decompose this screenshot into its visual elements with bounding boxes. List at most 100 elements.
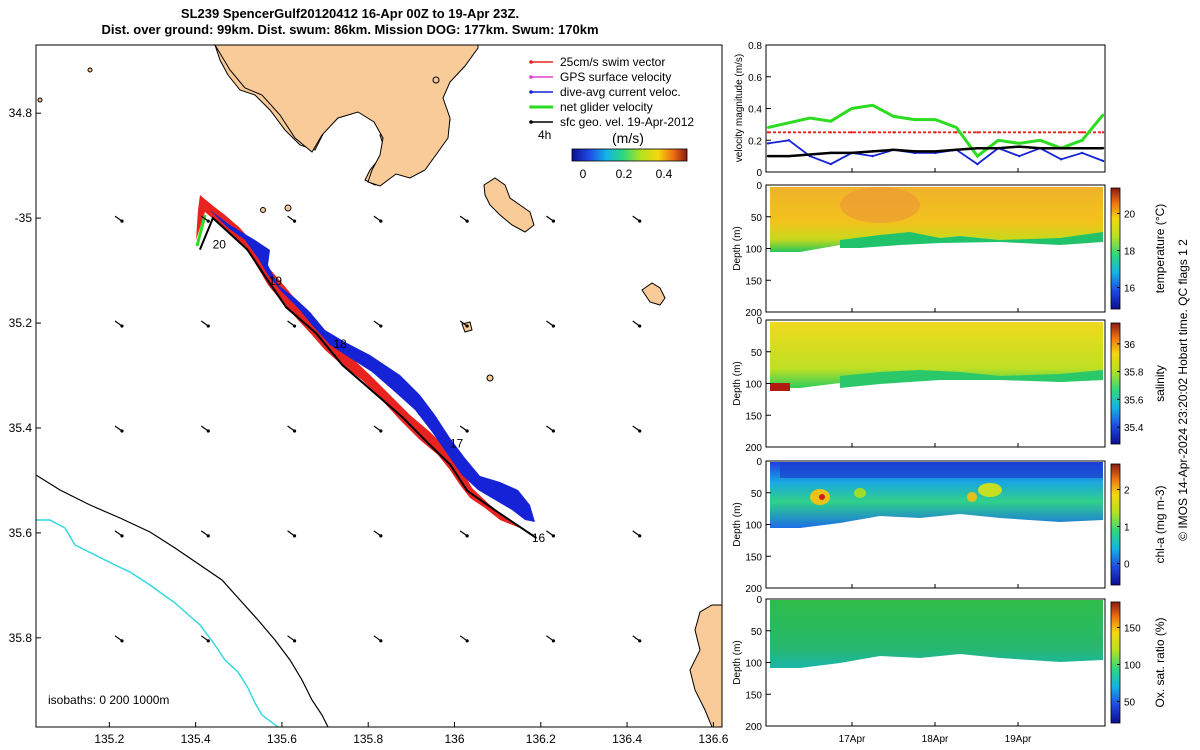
colorbar-tick-label: 16 [1124,284,1136,295]
map-ytick-label: 35.6 [9,526,33,540]
colorbar-tick-1: 0.2 [616,167,633,181]
velocity-point [766,154,770,158]
depth-tick-label: 0 [756,316,762,327]
geo-arrow-head [206,534,210,538]
geo-arrow-head [379,429,383,433]
net-glider-velocity-arrow [195,214,207,247]
geo-arrow-head [379,324,383,328]
depth-tick-label: 0 [756,595,762,606]
colorbar-tick-label: 18 [1124,247,1136,258]
velocity-point [934,131,937,134]
speed-colorbar [571,148,688,162]
depth-tick-label: 0 [756,181,762,192]
map-xtick-label: 136.6 [698,732,728,746]
map-frame [35,44,723,728]
velocity-point [787,139,791,142]
velocity-ytick-label: 0.6 [748,73,762,84]
depth-tick-label: 50 [751,348,763,359]
geo-arrow-head [465,324,469,328]
isobaths-label: isobaths: 0 200 1000m [48,693,169,707]
colorbar-tick-label: 35.4 [1124,423,1144,434]
depth-tick-label: 200 [745,443,762,454]
geo-arrow-head [379,534,383,538]
temperature-colorbar-label: temperature (°C) [1153,204,1167,294]
geo-arrow-head [120,639,124,643]
day-label: 18 [333,337,347,351]
geo-arrow-head [206,324,210,328]
islet-4 [486,374,494,382]
geo-arrow-head [292,429,297,433]
map-ytick-label: 35.2 [9,316,33,330]
chlorophyll-panel [765,460,1106,589]
velocity-point [976,154,979,158]
map-ytick-label: -35 [15,211,33,225]
velocity-point [976,162,979,166]
legend-swatch-head [529,105,533,109]
velocity-point [1101,113,1105,117]
velocity-point [808,153,812,156]
legend-label: 25cm/s swim vector [560,55,665,69]
velocity-point [913,118,916,121]
chlorophyll-surface-layer [780,462,1103,478]
velocity-point [976,131,979,134]
islet-6 [37,97,43,103]
velocity-y-axis: 0 0.2 0.4 0.6 0.8 [748,41,771,179]
title-line-2: Dist. over ground: 99km. Dist. swum: 86k… [101,22,599,37]
depth-tick-label: 150 [745,552,762,563]
velocity-point [766,126,770,129]
velocity-point [871,131,874,134]
isobath-1000m [36,519,279,728]
salinity-colorbar [1110,322,1121,445]
geo-arrow-head [120,534,124,538]
depth-tick-label: 50 [751,627,763,638]
velocity-point [808,131,812,134]
velocity-point [934,118,937,121]
title-line-1: SL239 SpencerGulf20120412 16-Apr 00Z to … [180,6,520,21]
current-vector-swath [210,210,535,522]
salinity-field [770,322,1103,388]
velocity-point [829,162,833,166]
velocity-point [1101,146,1105,150]
velocity-ytick-label: 0.2 [748,136,762,147]
colorbar-tick-label: 36 [1124,340,1136,351]
colorbar-unit: (m/s) [612,130,644,146]
velocity-point [850,107,853,110]
geostrophic-arrow-grid [114,215,642,643]
velocity-point [997,139,1000,142]
map-xtick-label: 135.4 [181,732,211,746]
velocity-point [871,150,874,153]
colorbar-tick-label: 35.8 [1124,368,1144,379]
colorbar-tick-label: 20 [1124,210,1136,221]
velocity-point [1018,142,1021,145]
velocity-point [1080,131,1084,134]
time-axis: 17Apr 18Apr 19Apr [839,168,1032,745]
map-xtick-label: 136.2 [526,732,556,746]
velocity-point [1038,139,1042,142]
oxygen-colorbar [1110,601,1121,724]
depth-tick-label: 100 [745,521,762,532]
velocity-panel: 0 0.2 0.4 0.6 0.8 velocity magnitude (m/s) [734,41,1106,179]
depth-tick-label: 100 [745,245,762,256]
section-ylabel: Depth (m) [732,226,743,270]
geo-arrow-head [638,639,642,643]
map-xtick-label: 136.4 [612,732,642,746]
velocity-point [1080,139,1084,142]
geo-arrow-head [551,324,556,328]
land-main-peninsula [214,44,479,187]
velocity-point [913,131,916,134]
chlorophyll-field [770,462,1103,528]
colorbar-tick-label: 1 [1124,523,1130,534]
depth-tick-label: 150 [745,411,762,422]
depth-tick-label: 50 [751,213,763,224]
time-tick-label: 19Apr [1005,734,1032,745]
geo-arrow-head [638,219,642,223]
swim-vector-swath [196,195,520,528]
velocity-point [1080,146,1084,150]
depth-tick-label: 0 [756,457,762,468]
chlorophyll-patch-3 [967,492,977,502]
geo-arrow-head [551,429,556,433]
geo-arrow-head [292,534,297,538]
velocity-point [1059,131,1063,134]
depth-tick-label: 150 [745,276,762,287]
legend-swatch-head [529,90,533,94]
